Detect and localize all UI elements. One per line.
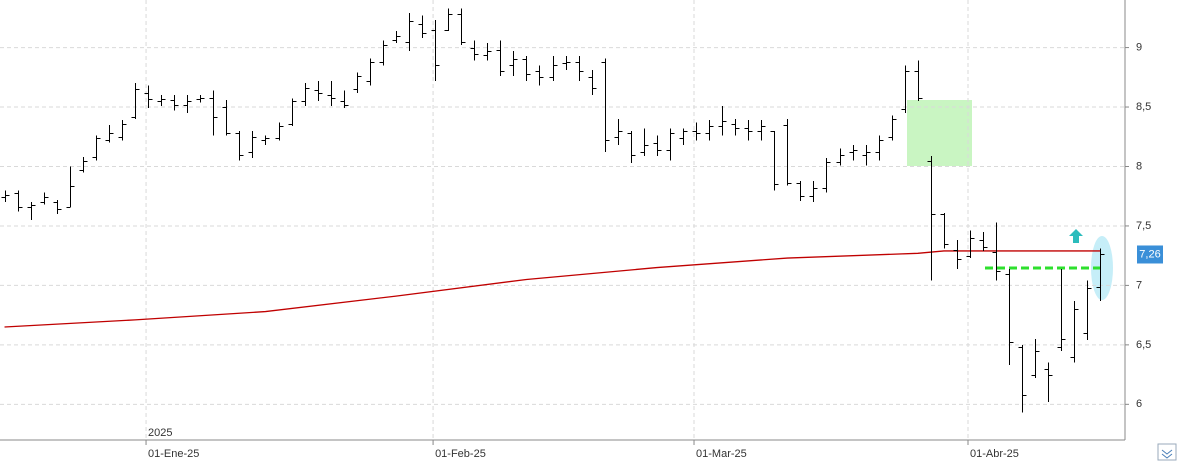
highlight-box [907, 100, 972, 166]
y-tick-label: 7,5 [1136, 220, 1151, 232]
up-arrow [1069, 229, 1083, 243]
y-tick-label: 6 [1136, 398, 1142, 410]
last-price-label: 7,26 [1139, 248, 1160, 260]
y-tick-label: 6,5 [1136, 339, 1151, 351]
y-tick-label: 7 [1136, 279, 1142, 291]
scroll-button[interactable] [1157, 443, 1177, 461]
x-tick-label: 01-Abr-25 [970, 448, 1019, 460]
y-tick-label: 9 [1136, 41, 1142, 53]
x-tick-label: 01-Mar-25 [696, 448, 747, 460]
x-tick-label: 01-Ene-25 [148, 448, 199, 460]
y-tick-label: 8 [1136, 160, 1142, 172]
highlight-ellipse [1091, 236, 1113, 300]
year-label: 2025 [148, 427, 172, 439]
scroll-icon [1161, 449, 1173, 459]
y-tick-label: 8,5 [1136, 101, 1151, 113]
last-price-box [1137, 245, 1163, 264]
x-tick-label: 01-Feb-25 [435, 448, 486, 460]
moving-average [4, 250, 1101, 328]
